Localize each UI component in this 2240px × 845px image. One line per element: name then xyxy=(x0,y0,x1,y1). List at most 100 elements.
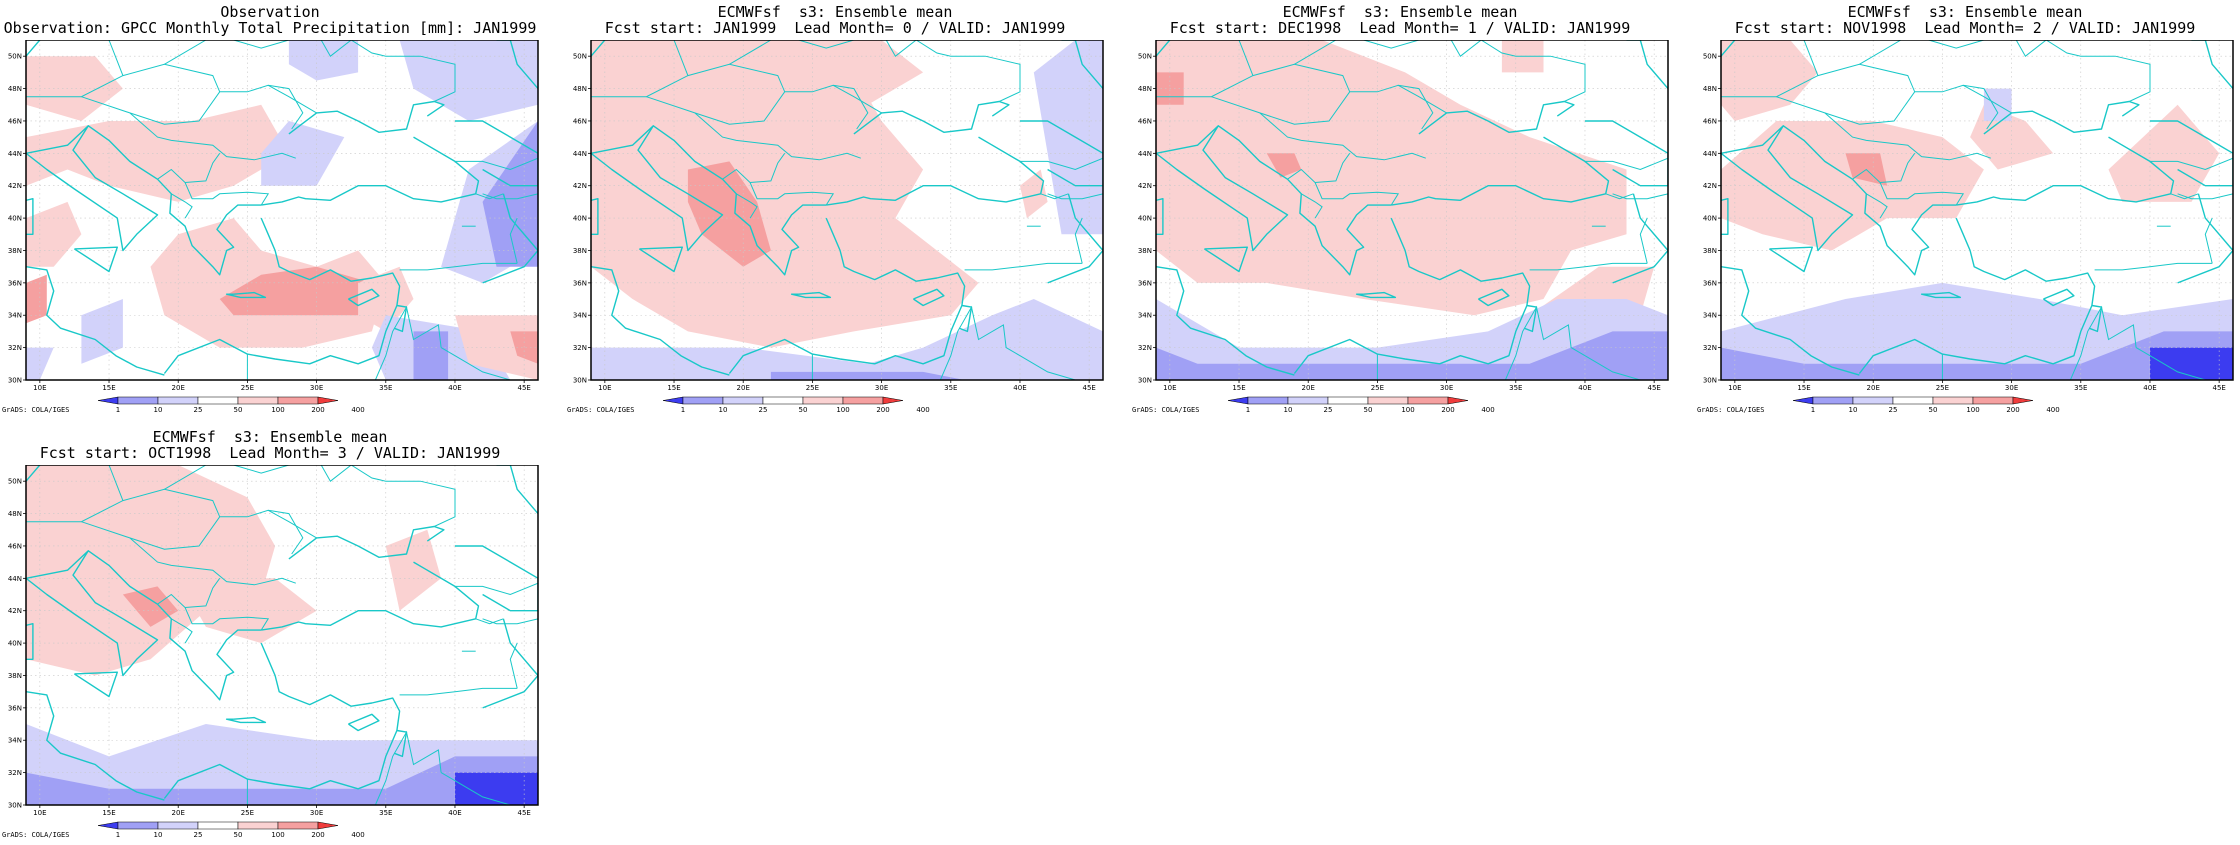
colorbar: 1 10 25 50 100 200 400 xyxy=(1792,396,2060,414)
lon-axis: 10E 15E 20E 25E 30E 35E 40E 45E xyxy=(1728,380,2226,392)
colorbar-label: 25 xyxy=(194,406,203,414)
panel-subtitle: Fcst start: DEC1998 Lead Month= 1 / VALI… xyxy=(1169,19,1631,37)
lon-tick-label: 35E xyxy=(944,384,957,392)
lon-axis: 10E 15E 20E 25E 30E 35E 40E 45E xyxy=(33,380,531,392)
lat-axis: 30N 32N 34N 36N 38N 40N 42N 44N 46N 48N 50N xyxy=(8,478,26,810)
lat-tick-label: 38N xyxy=(1703,247,1717,255)
colorbar: 1 10 25 50 100 200 400 xyxy=(97,396,365,414)
colorbar-swatch xyxy=(802,396,844,405)
panel-subtitle: Fcst start: JAN1999 Lead Month= 0 / VALI… xyxy=(604,19,1066,37)
colorbar-label: 25 xyxy=(759,406,768,414)
lat-tick-label: 36N xyxy=(1703,279,1717,287)
lon-tick-label: 35E xyxy=(2074,384,2087,392)
anomaly-shading xyxy=(413,331,449,380)
lon-tick-label: 15E xyxy=(667,384,680,392)
colorbar-label: 10 xyxy=(1284,406,1293,414)
lat-tick-label: 30N xyxy=(1703,377,1717,385)
colorbar-arrow-low xyxy=(1227,396,1249,405)
lon-tick-label: 40E xyxy=(448,384,461,392)
colorbar-label: 1 xyxy=(1246,406,1250,414)
grads-credit: GrADS: COLA/IGES xyxy=(1697,406,1765,414)
country-borders xyxy=(1721,40,2233,380)
panel-title: ECMWFsf s3: Ensemble mean xyxy=(717,3,953,21)
grads-credit: GrADS: COLA/IGES xyxy=(2,406,70,414)
lon-tick-label: 30E xyxy=(2005,384,2018,392)
lat-tick-label: 40N xyxy=(1703,215,1717,223)
lat-tick-label: 46N xyxy=(8,542,22,550)
colorbar-label: 400 xyxy=(916,406,929,414)
colorbar-swatch xyxy=(1327,396,1369,405)
lat-axis: 30N 32N 34N 36N 38N 40N 42N 44N 46N 48N 50N xyxy=(8,53,26,385)
lon-tick-label: 20E xyxy=(1867,384,1880,392)
colorbar-label: 400 xyxy=(351,406,364,414)
panel-subtitle: Fcst start: OCT1998 Lead Month= 3 / VALI… xyxy=(39,444,501,462)
precipitation-map: 10E 15E 20E 25E 30E 35E 40E 45E 30N 32N 34N 36N 38N 4… xyxy=(8,40,539,414)
anomaly-shading xyxy=(770,40,924,105)
lon-tick-label: 40E xyxy=(448,809,461,817)
colorbar-swatch xyxy=(1852,396,1894,405)
lon-tick-label: 40E xyxy=(2143,384,2156,392)
colorbar-label: 400 xyxy=(1481,406,1494,414)
colorbar-label: 50 xyxy=(1364,406,1373,414)
colorbar-swatch xyxy=(1367,396,1409,405)
anomaly-shading xyxy=(1156,331,1668,380)
anomaly-shading xyxy=(1020,169,1048,219)
anomaly-shading xyxy=(26,347,54,380)
anomaly-shading xyxy=(687,161,771,267)
lat-tick-label: 32N xyxy=(1703,344,1717,352)
lon-tick-label: 10E xyxy=(1163,384,1176,392)
colorbar-label: 50 xyxy=(234,831,243,839)
map-panel: ECMWFsf s3: Ensemble mean Fcst start: OCT… xyxy=(0,425,540,845)
lat-tick-label: 42N xyxy=(8,607,22,615)
anomaly-shading xyxy=(1266,153,1302,178)
lon-tick-label: 25E xyxy=(1936,384,1949,392)
colorbar-label: 200 xyxy=(1441,406,1454,414)
map-panel: ECMWFsf s3: Ensemble mean Fcst start: DEC… xyxy=(1130,0,1670,420)
lat-tick-label: 42N xyxy=(1703,182,1717,190)
colorbar-swatch xyxy=(1932,396,1974,405)
lon-tick-label: 20E xyxy=(172,384,185,392)
colorbar-label: 10 xyxy=(1849,406,1858,414)
grads-credit: GrADS: COLA/IGES xyxy=(1132,406,1200,414)
map-panel: Observation Observation: GPCC Monthly Tot… xyxy=(0,0,540,420)
coastlines xyxy=(26,465,538,801)
colorbar-label: 400 xyxy=(2046,406,2059,414)
lat-axis: 30N 32N 34N 36N 38N 40N 42N 44N 46N 48N 50N xyxy=(573,53,591,385)
colorbar-label: 10 xyxy=(154,831,163,839)
lon-tick-label: 25E xyxy=(1371,384,1384,392)
colorbar-swatch xyxy=(197,396,239,405)
lat-tick-label: 46N xyxy=(573,117,587,125)
map-plot xyxy=(26,40,538,380)
grads-credit: GrADS: COLA/IGES xyxy=(567,406,635,414)
coastlines xyxy=(26,40,538,376)
lat-tick-label: 38N xyxy=(8,247,22,255)
colorbar-label: 1 xyxy=(681,406,685,414)
panel-title: Observation xyxy=(220,3,320,21)
colorbar-swatch xyxy=(277,396,319,405)
colorbar-label: 200 xyxy=(311,831,324,839)
lat-tick-label: 40N xyxy=(8,215,22,223)
precipitation-map: 10E 15E 20E 25E 30E 35E 40E 45E 30N 32N 34N 36N 38N 4… xyxy=(573,40,1104,414)
lon-tick-label: 45E xyxy=(1082,384,1095,392)
anomaly-shading xyxy=(1156,40,1627,316)
colorbar-label: 25 xyxy=(1324,406,1333,414)
colorbar-swatch xyxy=(117,396,159,405)
precipitation-map: 10E 15E 20E 25E 30E 35E 40E 45E 30N 32N 34N 36N 38N 4… xyxy=(8,465,539,839)
country-borders xyxy=(26,465,538,805)
colorbar: 1 10 25 50 100 200 400 xyxy=(1227,396,1495,414)
lat-tick-label: 44N xyxy=(8,575,22,583)
colorbar-swatch xyxy=(682,396,724,405)
panel-title: ECMWFsf s3: Ensemble mean xyxy=(1847,3,2083,21)
lat-axis: 30N 32N 34N 36N 38N 40N 42N 44N 46N 48N 50N xyxy=(1138,53,1156,385)
lon-tick-label: 10E xyxy=(598,384,611,392)
colorbar-arrow-low xyxy=(662,396,684,405)
map-frame xyxy=(1155,40,1669,381)
country-borders xyxy=(591,40,1103,380)
anomaly-shading xyxy=(770,371,965,380)
panel-title: ECMWFsf s3: Ensemble mean xyxy=(1282,3,1518,21)
lat-tick-label: 50N xyxy=(1138,53,1152,61)
coastlines xyxy=(1721,40,2233,376)
anomaly-shading xyxy=(1721,40,1818,121)
lat-tick-label: 32N xyxy=(1138,344,1152,352)
colorbar-arrow-high xyxy=(882,396,904,405)
